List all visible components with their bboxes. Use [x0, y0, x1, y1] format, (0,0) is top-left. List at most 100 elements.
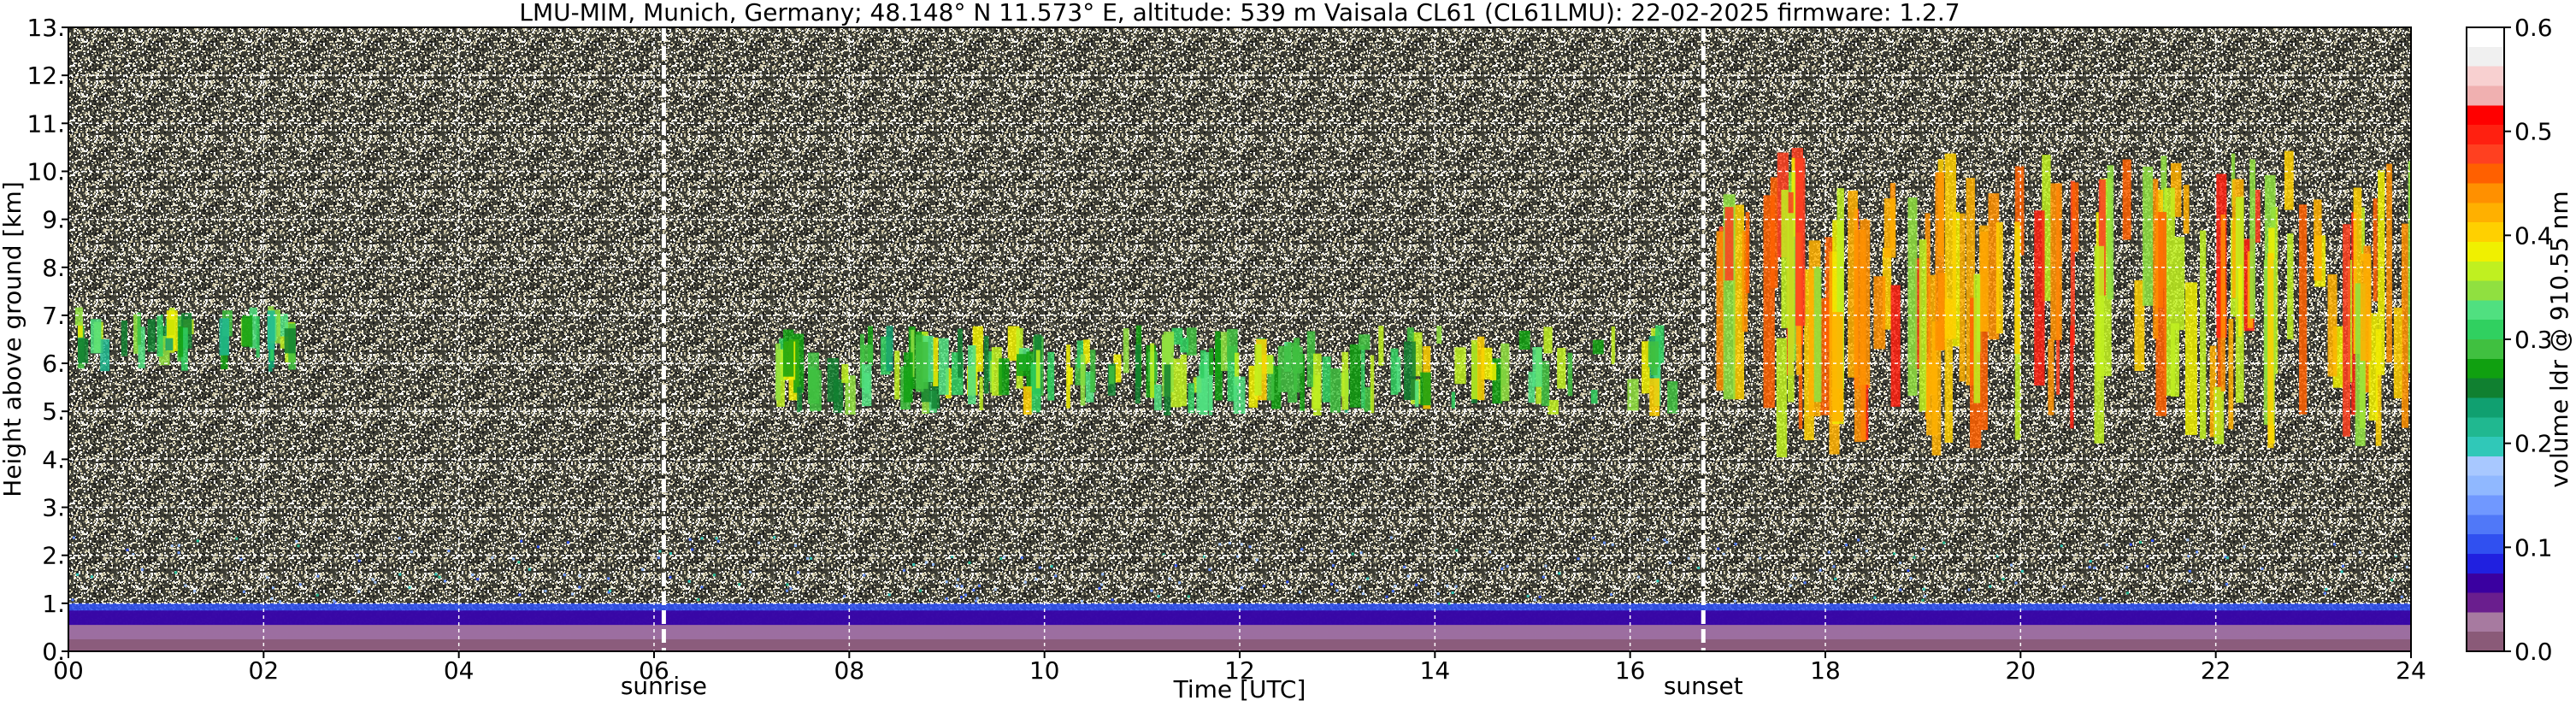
aerosol-speck	[357, 559, 361, 562]
colorbar-tick-label: 0.3	[2514, 326, 2553, 354]
cloud-streak	[1188, 383, 1195, 414]
cloud-streak	[782, 329, 794, 377]
cloud-streak	[2228, 318, 2234, 430]
aerosol-speck	[1834, 577, 1837, 580]
y-tick-label: 11.	[27, 109, 65, 138]
aerosol-speck	[2405, 565, 2408, 568]
cloud-streak	[2393, 307, 2402, 399]
aerosol-speck	[1665, 540, 1669, 544]
aerosol-speck	[2340, 570, 2343, 574]
aerosol-speck	[1922, 547, 1925, 550]
aerosol-speck	[1330, 550, 1334, 553]
cloud-streak	[156, 314, 163, 357]
cloud-streak	[1500, 343, 1510, 402]
cloud-streak	[1047, 351, 1055, 401]
cloud-streak	[1163, 331, 1175, 353]
sunrise-label: sunrise	[621, 672, 707, 700]
cloud-streak	[1745, 212, 1750, 294]
aerosol-speck	[174, 571, 178, 574]
aerosol-speck	[1228, 541, 1231, 544]
aerosol-speck	[371, 578, 374, 581]
cloud-streak	[2134, 279, 2145, 371]
cloud-streak	[1300, 354, 1305, 411]
y-tick-label: 4.	[42, 445, 65, 474]
cloud-streak	[2183, 185, 2190, 234]
cloud-streak	[1135, 344, 1141, 404]
cloud-streak	[2098, 179, 2106, 296]
cloud-streak	[1076, 340, 1084, 368]
cloud-streak	[1017, 354, 1029, 376]
cloud-streak	[1627, 379, 1639, 411]
cloud-streak	[933, 337, 939, 387]
aerosol-speck	[2060, 544, 2063, 548]
aerosol-speck	[924, 561, 928, 564]
cloud-streak	[2284, 150, 2294, 210]
cloud-streak	[1360, 345, 1365, 409]
cloud-streak	[2042, 155, 2051, 302]
aerosol-speck	[72, 536, 75, 539]
aerosol-speck	[2323, 591, 2326, 595]
aerosol-speck	[843, 595, 846, 598]
aerosol-speck	[1208, 568, 1211, 571]
aerosol-speck	[2188, 569, 2191, 573]
cloud-streak	[1180, 338, 1189, 353]
cloud-streak	[1451, 391, 1456, 409]
aerosol-speck	[757, 541, 761, 544]
cloud-streak	[284, 328, 296, 354]
cloud-streak	[1733, 204, 1745, 400]
cloud-streak	[1248, 365, 1259, 408]
aerosol-speck	[1942, 541, 1946, 544]
aerosol-speck	[956, 578, 959, 581]
aerosol-speck	[669, 575, 672, 579]
cloud-streak	[1848, 191, 1859, 378]
aerosol-speck	[2261, 567, 2264, 570]
aerosol-speck	[1415, 583, 1418, 586]
aerosol-speck	[1358, 585, 1361, 589]
aerosol-speck	[669, 552, 672, 556]
aerosol-speck	[1406, 574, 1410, 578]
cloud-streak	[2014, 166, 2025, 256]
cloud-streak	[775, 343, 781, 401]
cloud-streak	[1541, 361, 1550, 407]
aerosol-speck	[1541, 575, 1545, 579]
aerosol-speck	[2225, 582, 2228, 585]
cloud-streak	[991, 347, 1002, 396]
aerosol-speck	[1592, 536, 1595, 539]
aerosol-speck	[1789, 584, 1792, 587]
aerosol-speck	[332, 599, 335, 603]
cloud-streak	[1370, 355, 1375, 414]
aerosol-speck	[2010, 563, 2013, 567]
plot-area	[68, 27, 2411, 651]
aerosol-speck	[1538, 595, 1541, 598]
cloud-streak	[2360, 253, 2372, 362]
aerosol-speck	[657, 556, 660, 560]
aerosol-speck	[972, 588, 976, 591]
aerosol-speck	[902, 568, 905, 572]
cloud-streak	[2155, 211, 2167, 416]
aerosol-speck	[1038, 566, 1041, 569]
cloud-streak	[1271, 365, 1282, 409]
aerosol-speck	[793, 544, 797, 547]
aerosol-speck	[887, 593, 891, 597]
aerosol-speck	[1035, 578, 1038, 581]
aerosol-speck	[434, 573, 438, 576]
cloud-streak	[2238, 264, 2243, 337]
aerosol-speck	[2014, 581, 2018, 585]
cloud-streak	[1288, 342, 1298, 403]
aerosol-speck	[993, 588, 997, 591]
aerosol-speck	[571, 592, 575, 596]
x-tick-label: 20	[2006, 656, 2037, 685]
aerosol-speck	[1577, 557, 1580, 561]
aerosol-speck	[512, 557, 516, 561]
aerosol-speck	[91, 575, 94, 579]
aerosol-speck	[357, 590, 361, 593]
aerosol-speck	[2243, 545, 2246, 549]
aerosol-speck	[235, 537, 239, 540]
aerosol-speck	[2186, 538, 2190, 542]
cloud-streak	[1329, 368, 1341, 413]
aerosol-speck	[1832, 565, 1836, 568]
colorbar-tick-label: 0.0	[2514, 638, 2553, 666]
aerosol-speck	[578, 574, 581, 578]
aerosol-speck	[2192, 600, 2196, 603]
cloud-streak	[2343, 224, 2351, 437]
